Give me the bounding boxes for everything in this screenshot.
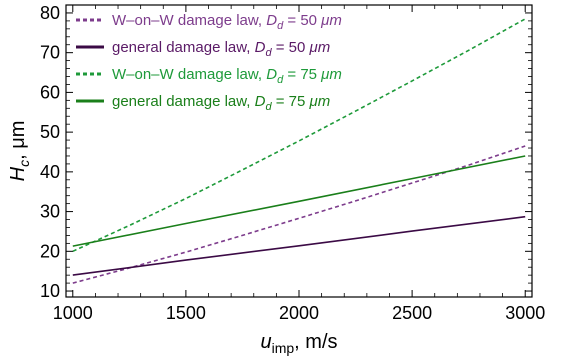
y-tick-label: 70 [40,43,60,63]
x-tick-label: 3000 [505,303,545,323]
y-tick-label: 40 [40,162,60,182]
x-tick-label: 2500 [392,303,432,323]
series-line-1 [72,145,526,284]
x-tick-label: 2000 [279,303,319,323]
x-axis-label: uimp, m/s [260,331,337,356]
series-line-3 [72,18,526,253]
x-tick-label: 1500 [166,303,206,323]
legend-entry-3: W–on–W damage law, Dd = 75 μm [112,66,342,86]
series-lines [72,18,526,284]
axis-ticks: 1000 1500 2000 2500 3000 10 20 30 40 50 60 70 80 [40,3,545,323]
y-tick-label: 50 [40,122,60,142]
legend: W–on–W damage law, Dd = 50 μm general dam… [76,12,342,113]
series-line-2 [72,215,526,276]
y-tick-label: 30 [40,202,60,222]
legend-entry-1: W–on–W damage law, Dd = 50 μm [112,12,342,32]
y-axis-label: Hc, μm [7,121,32,182]
y-tick-label: 10 [40,281,60,301]
x-tick-label: 1000 [53,303,93,323]
y-tick-label: 80 [40,3,60,23]
legend-entry-4: general damage law, Dd = 75 μm [112,93,330,113]
y-tick-label: 60 [40,82,60,102]
y-tick-label: 20 [40,241,60,261]
legend-entry-2: general damage law, Dd = 50 μm [112,39,330,59]
series-line-4 [72,155,526,247]
